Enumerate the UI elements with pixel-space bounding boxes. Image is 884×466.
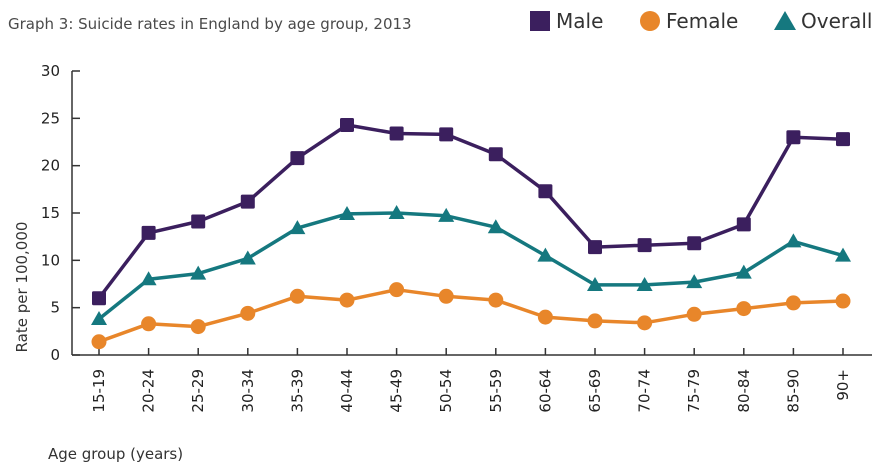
data-point <box>438 288 454 304</box>
data-point <box>438 207 455 222</box>
x-tick-label: 75-79 <box>685 369 703 413</box>
legend-label: Male <box>556 9 603 33</box>
data-point <box>687 236 702 251</box>
data-point <box>289 220 306 235</box>
legend-item-overall: Overall <box>774 9 872 33</box>
x-tick-label: 30-34 <box>239 369 257 413</box>
data-point <box>239 250 256 265</box>
data-point <box>340 117 354 132</box>
data-point <box>686 274 703 289</box>
legend: Male Female Overall <box>530 9 872 33</box>
x-tick-label: 15-19 <box>90 369 108 413</box>
x-tick-label: 40-44 <box>338 369 356 413</box>
data-point <box>785 233 802 248</box>
legend-label: Overall <box>801 9 872 33</box>
series-overall <box>91 205 851 326</box>
data-point <box>537 309 553 325</box>
y-tick-label: 30 <box>41 62 60 80</box>
x-tick-label: 55-59 <box>487 369 505 413</box>
data-point <box>439 127 454 142</box>
series-line <box>98 287 844 344</box>
x-tick-label: 35-39 <box>288 369 306 413</box>
data-point <box>637 315 653 331</box>
legend-marker <box>530 11 550 31</box>
x-tick-label: 45-49 <box>388 369 406 413</box>
series-line <box>97 211 844 321</box>
data-point <box>736 217 751 232</box>
x-tick-label: 90+ <box>834 369 852 401</box>
data-point <box>488 292 504 308</box>
legend-item-female: Female <box>640 9 738 33</box>
data-point <box>736 301 752 317</box>
y-tick-label: 10 <box>41 251 60 269</box>
data-point <box>339 205 355 220</box>
series-male <box>92 117 850 306</box>
data-point <box>389 126 404 141</box>
y-tick-label: 20 <box>41 157 60 175</box>
data-point <box>389 282 405 298</box>
y-tick-label: 0 <box>50 346 60 364</box>
data-point <box>836 132 850 147</box>
data-point <box>141 316 157 332</box>
data-point <box>537 247 554 262</box>
data-point <box>240 194 255 209</box>
data-point <box>289 288 305 304</box>
y-axis-label: Rate per 100,000 <box>13 222 31 353</box>
legend-marker <box>640 11 660 31</box>
legend-item-male: Male <box>530 9 603 33</box>
y-tick-label: 25 <box>41 109 60 127</box>
data-point <box>339 292 355 308</box>
data-point <box>141 225 156 240</box>
x-tick-label: 80-84 <box>735 369 753 413</box>
data-point <box>587 313 603 329</box>
data-point <box>240 305 256 321</box>
x-tick-label: 65-69 <box>586 369 604 413</box>
data-point <box>190 265 207 280</box>
data-point <box>588 240 602 255</box>
data-point <box>786 130 801 145</box>
x-tick-label: 70-74 <box>636 369 654 413</box>
x-axis-label: Age group (years) <box>48 445 183 463</box>
data-point <box>191 214 206 229</box>
data-point <box>637 238 652 253</box>
legend-label: Female <box>666 9 738 33</box>
data-point <box>190 319 206 335</box>
data-point <box>290 151 305 166</box>
series-female <box>91 282 851 350</box>
data-point <box>735 264 752 279</box>
chart-title: Graph 3: Suicide rates in England by age… <box>8 15 412 33</box>
data-point <box>636 276 653 291</box>
axes: 0 5 10 15 20 25 30 15-19 20-24 25-29 30-34 35-39 40-… <box>41 62 872 413</box>
x-tick-label: 85-90 <box>784 369 802 413</box>
x-tick-label: 50-54 <box>437 369 455 413</box>
data-point <box>140 271 157 286</box>
data-point <box>487 219 504 234</box>
data-point <box>835 293 851 309</box>
data-point <box>91 311 107 326</box>
legend-marker <box>774 11 796 30</box>
data-point <box>538 184 553 199</box>
data-point <box>92 291 106 306</box>
data-point <box>587 276 603 291</box>
data-point <box>785 295 801 311</box>
data-point <box>835 247 851 262</box>
y-tick-label: 5 <box>50 299 60 317</box>
x-tick-label: 25-29 <box>189 369 207 413</box>
series-layer <box>91 117 851 350</box>
series-line <box>97 123 844 300</box>
data-point <box>686 306 702 322</box>
data-point <box>488 147 503 162</box>
x-tick-label: 60-64 <box>536 369 554 413</box>
data-point <box>91 334 107 350</box>
y-tick-label: 15 <box>41 204 60 222</box>
x-tick-label: 20-24 <box>140 369 158 413</box>
data-point <box>388 205 405 219</box>
